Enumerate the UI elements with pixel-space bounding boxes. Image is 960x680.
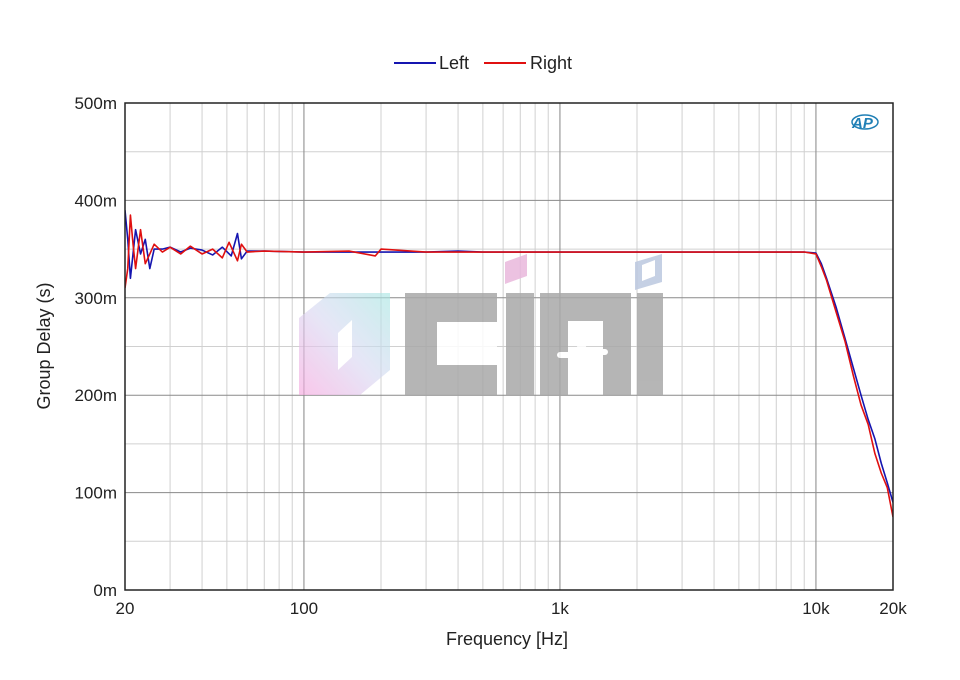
x-tick-label: 10k (802, 599, 830, 618)
legend-label-right: Right (530, 53, 572, 73)
y-tick-label: 500m (74, 94, 117, 113)
x-tick-label: 20 (116, 599, 135, 618)
series-group (125, 210, 893, 518)
tick-labels: 20 100 1k 10k 20k 0m 100m 200m 300m 400m 500m (74, 94, 907, 618)
y-tick-label: 400m (74, 191, 117, 210)
plot-frame (124, 102, 894, 591)
y-axis-label: Group Delay (s) (34, 282, 54, 409)
legend: Left Right (394, 53, 572, 73)
x-tick-label: 100 (290, 599, 318, 618)
watermark (299, 254, 663, 396)
y-tick-label: 200m (74, 386, 117, 405)
series-line-right (125, 214, 893, 518)
ap-logo-text: AP (851, 115, 874, 132)
y-tick-label: 100m (74, 484, 117, 503)
y-tick-label: 300m (74, 289, 117, 308)
y-tick-label: 0m (93, 581, 117, 600)
legend-label-left: Left (439, 53, 469, 73)
ap-logo: AP (851, 114, 879, 132)
x-axis-label: Frequency [Hz] (446, 629, 568, 649)
x-tick-label: 20k (879, 599, 907, 618)
x-tick-label: 1k (551, 599, 569, 618)
